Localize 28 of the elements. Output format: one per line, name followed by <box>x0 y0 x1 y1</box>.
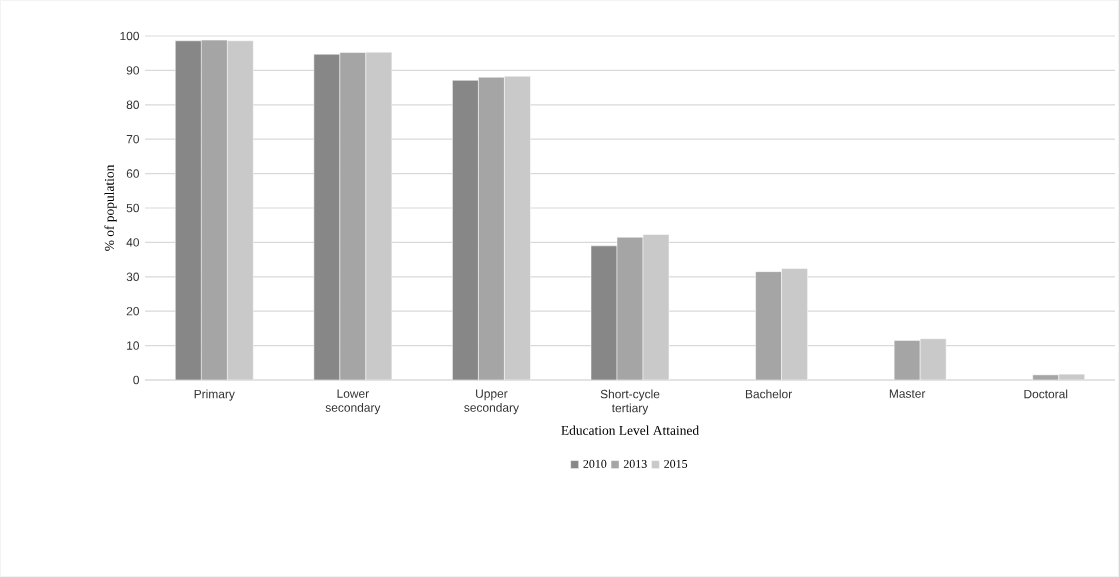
x-tick-label: Master <box>889 389 926 398</box>
x-tick-label: Lower secondary <box>325 389 381 415</box>
x-tick-label: Bachelor <box>745 389 792 399</box>
x-tick-label: Short-cycle tertiary <box>600 389 660 415</box>
y-tick-label: 70 <box>126 134 140 144</box>
y-tick-label: 0 <box>133 375 140 385</box>
x-tick-label: Doctoral <box>1024 389 1068 399</box>
bar <box>201 39 228 380</box>
y-tick-label: 30 <box>126 272 140 282</box>
y-tick-label: 20 <box>126 306 140 316</box>
y-tick-label: 40 <box>126 238 140 247</box>
bar <box>339 52 367 380</box>
bar <box>755 271 782 380</box>
legend-label: 2015 <box>664 459 688 468</box>
x-axis-title: Education Level Attained <box>561 425 699 435</box>
y-axis-title: % of population <box>104 164 117 251</box>
y-tick-label: 80 <box>126 100 140 110</box>
y-tick-label: 100 <box>120 31 140 41</box>
y-tick-label: 60 <box>126 169 140 178</box>
bar <box>478 77 505 380</box>
legend-label: 2013 <box>623 459 647 468</box>
x-tick-label: Primary <box>194 389 235 401</box>
x-tick-label: Upper secondary <box>464 389 519 415</box>
bar <box>616 236 644 380</box>
legend-label: 2010 <box>583 459 607 468</box>
y-tick-label: 50 <box>126 203 140 213</box>
y-tick-label: 90 <box>126 66 140 75</box>
y-tick-label: 10 <box>127 341 140 350</box>
